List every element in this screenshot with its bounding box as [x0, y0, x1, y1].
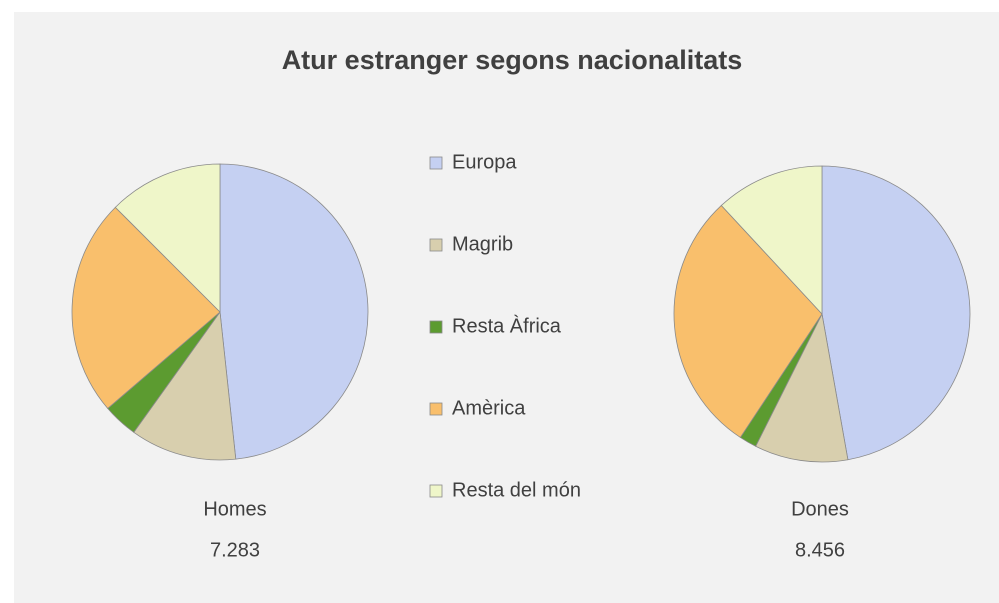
pie-label: Homes	[203, 498, 266, 520]
legend-label: Amèrica	[452, 397, 526, 419]
pie-slice	[755, 312, 849, 463]
legend-swatch	[429, 238, 443, 252]
pie-slice	[71, 206, 221, 410]
pie-slice	[133, 310, 237, 461]
pie-slice	[720, 165, 823, 316]
pie-slice	[114, 163, 221, 313]
legend-label: Magrib	[452, 233, 513, 255]
legend-swatch	[429, 156, 443, 170]
pie-slice	[673, 204, 823, 438]
pie-total: 8.456	[795, 539, 845, 561]
pie-total: 7.283	[210, 539, 260, 561]
pie-slice	[821, 165, 971, 461]
legend-label: Resta Àfrica	[452, 314, 562, 337]
legend-label: Europa	[452, 151, 517, 173]
legend-swatch	[429, 402, 443, 416]
legend-swatch	[429, 320, 443, 334]
legend-swatch	[429, 484, 443, 498]
pie-slice	[219, 163, 369, 460]
pie-label: Dones	[791, 498, 849, 520]
chart-title: Atur estranger segons nacionalitats	[282, 45, 743, 75]
legend-label: Resta del món	[452, 479, 581, 501]
